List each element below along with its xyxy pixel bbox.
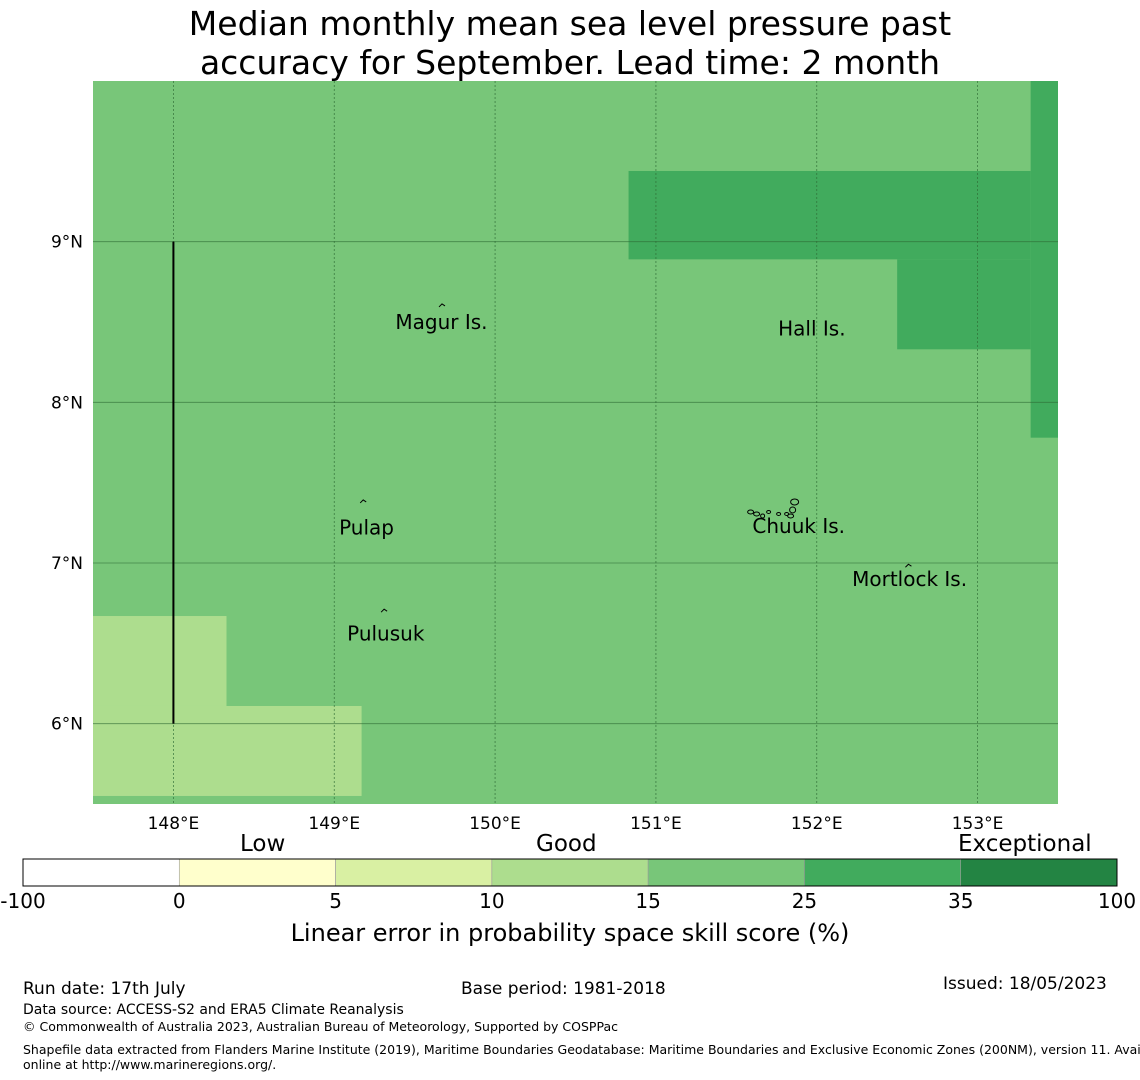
colorbar-tick-label: 0 (172, 889, 186, 913)
colorbar-bin-15-25 (647, 858, 805, 887)
issued-date: Issued: 18/05/2023 (943, 974, 1107, 994)
island-outline-0 (438, 303, 446, 308)
colorbar-tick-label: 5 (329, 889, 342, 913)
run-date: Run date: 17th July (23, 979, 186, 999)
lon-tick-label-151: 151°E (630, 814, 682, 834)
colorbar-tick-label: 100 (1097, 889, 1137, 913)
place-label-mortlock-is: Mortlock Is. (852, 567, 967, 591)
skill-region-4 (93, 705, 362, 796)
map-title: Median monthly mean sea level pressure p… (0, 4, 1140, 82)
map-title-line2: accuracy for September. Lead time: 2 mon… (199, 43, 941, 82)
base-period: Base period: 1981-2018 (461, 979, 666, 999)
skill-region-1 (897, 259, 1031, 350)
colorbar-bin-35-100 (960, 858, 1118, 887)
colorbar-category-low: Low (240, 831, 286, 857)
skill-region-0 (628, 170, 1031, 260)
lat-tick-label-7: 7°N (51, 554, 83, 574)
place-label-hall-is: Hall Is. (778, 316, 845, 340)
skill-region-3 (93, 616, 227, 706)
colorbar-tick-label: -100 (0, 889, 46, 913)
data-source: Data source: ACCESS-S2 and ERA5 Climate … (23, 1002, 404, 1018)
lon-tick-label-152: 152°E (791, 814, 843, 834)
colorbar-bin-10-15 (491, 858, 649, 887)
lon-tick-label-150: 150°E (469, 814, 521, 834)
lon-tick-label-148: 148°E (148, 814, 200, 834)
colorbar-tick-label: 35 (947, 889, 974, 913)
lon-tick-label-153: 153°E (952, 814, 1004, 834)
skill-region-2 (1030, 81, 1058, 438)
colorbar-category-good: Good (536, 831, 597, 857)
lat-tick-label-8: 8°N (51, 393, 83, 413)
place-label-pulusuk: Pulusuk (347, 622, 425, 646)
colorbar-category-exceptional: Exceptional (958, 831, 1092, 857)
colorbar-bin--100-0 (22, 858, 180, 887)
colorbar-tick-label: 15 (635, 889, 661, 913)
map-title-line1: Median monthly mean sea level pressure p… (188, 4, 952, 43)
colorbar-bin-25-35 (804, 858, 962, 887)
shapefile-credit-line2: online at http://www.marineregions.org/. (23, 1057, 277, 1072)
colorbar-frame (22, 858, 1118, 887)
colorbar-tick-label: 25 (791, 889, 818, 913)
island-outline-chuuk (747, 498, 800, 519)
shapefile-credit-line1: Shapefile data extracted from Flanders M… (23, 1042, 1140, 1057)
colorbar-tick-label: 10 (479, 889, 505, 913)
place-label-magur-is: Magur Is. (395, 310, 487, 334)
place-label-pulap: Pulap (339, 516, 394, 540)
skill-map: Magur Is. Hall Is. Pulap Chuuk Is. Mortlock … (22, 81, 1118, 887)
colorbar-bin-0-5 (178, 858, 336, 887)
lat-tick-label-9: 9°N (51, 233, 83, 253)
lon-tick-label-149: 149°E (308, 814, 360, 834)
place-label-chuuk-is: Chuuk Is. (752, 514, 845, 538)
colorbar-bin-5-10 (335, 858, 493, 887)
lat-tick-label-6: 6°N (51, 715, 83, 735)
copyright-notice: © Commonwealth of Australia 2023, Austra… (23, 1019, 618, 1034)
island-outline-4 (905, 563, 912, 568)
colorbar-label: Linear error in probability space skill … (290, 919, 850, 947)
island-outline-2 (380, 608, 388, 613)
island-outline-1 (359, 499, 367, 504)
